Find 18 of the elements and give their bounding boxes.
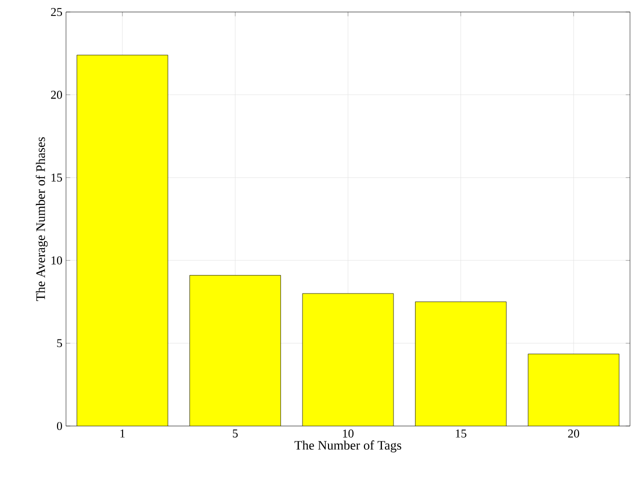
x-tick-label: 10 xyxy=(343,430,354,438)
y-tick-label: 20 xyxy=(51,90,62,99)
bar xyxy=(76,55,168,426)
y-tick-label: 10 xyxy=(52,256,62,264)
bar xyxy=(190,275,281,426)
bar xyxy=(528,354,620,426)
y-tick-label: 0 xyxy=(56,422,62,430)
y-tick-label: 5 xyxy=(57,339,62,348)
y-tick-label: 15 xyxy=(52,174,62,182)
bar xyxy=(415,302,506,426)
bar xyxy=(302,294,394,426)
x-tick-label: 15 xyxy=(456,430,466,438)
x-tick-label: 5 xyxy=(232,430,238,438)
x-tick-label: 20 xyxy=(568,430,580,438)
x-tick-label: 1 xyxy=(120,430,125,438)
y-axis-title: The Average Number of Phases xyxy=(36,137,48,301)
y-tick-label: 25 xyxy=(51,8,62,16)
x-axis-title: The Number of Tags xyxy=(294,440,402,452)
